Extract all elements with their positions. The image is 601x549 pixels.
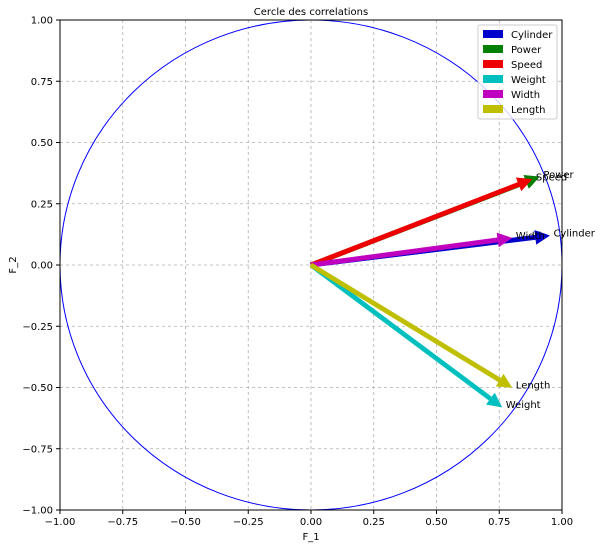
y-tick-label: 0.00 (31, 261, 53, 272)
arrow-label-length: Length (516, 381, 551, 392)
x-tick-label: −1.00 (45, 517, 76, 528)
legend: Cylinder Power Speed Weight Width Length (477, 24, 558, 120)
arrow-speed (309, 177, 533, 268)
arrow-weight (309, 262, 503, 408)
legend-swatch-power (483, 45, 503, 53)
arrow-label-cylinder: Cylinder (553, 229, 595, 240)
y-axis-label: F_2 (8, 256, 19, 273)
x-tick-label: −0.50 (170, 517, 201, 528)
legend-label-power: Power (511, 45, 542, 56)
y-tick-label: 0.75 (31, 77, 53, 88)
x-tick-label: −0.75 (107, 517, 138, 528)
legend-swatch-weight (483, 75, 503, 83)
legend-label-weight: Weight (511, 75, 546, 86)
arrow-label-weight: Weight (506, 400, 541, 411)
legend-swatch-cylinder (483, 30, 503, 38)
arrow-length (309, 262, 513, 388)
x-tick-label: 0.25 (363, 517, 385, 528)
x-tick-label: 0.00 (300, 517, 322, 528)
legend-swatch-speed (483, 60, 503, 68)
x-tick-label: 0.50 (425, 517, 447, 528)
legend-swatch-length (483, 105, 503, 113)
arrow-width (310, 232, 513, 268)
y-tick-label: 1.00 (31, 16, 53, 27)
arrow-label-power: Power (543, 170, 574, 181)
plot-area (60, 20, 562, 510)
x-tick-label: 0.75 (488, 517, 510, 528)
arrow-label-width: Width (516, 231, 545, 242)
y-tick-label: −0.50 (22, 383, 53, 394)
y-tick-label: 0.25 (31, 199, 53, 210)
x-axis-label: F_1 (302, 532, 319, 543)
y-tick-label: −0.75 (22, 444, 53, 455)
arrow-label-speed: Speed (536, 172, 567, 183)
legend-label-cylinder: Cylinder (511, 30, 553, 41)
axis-ticks: −1.00 −0.75 −0.50 −0.25 0.00 0.25 0.50 0.75 1.00… (22, 16, 573, 529)
chart-title: Cercle des correlations (254, 7, 368, 18)
y-tick-label: 0.50 (31, 138, 53, 149)
y-tick-label: −1.00 (22, 506, 53, 517)
y-tick-label: −0.25 (22, 322, 53, 333)
legend-label-length: Length (511, 105, 546, 116)
x-tick-label: 1.00 (551, 517, 573, 528)
x-tick-label: −0.25 (233, 517, 264, 528)
legend-swatch-width (483, 90, 503, 98)
legend-label-width: Width (511, 90, 540, 101)
legend-label-speed: Speed (511, 60, 542, 71)
